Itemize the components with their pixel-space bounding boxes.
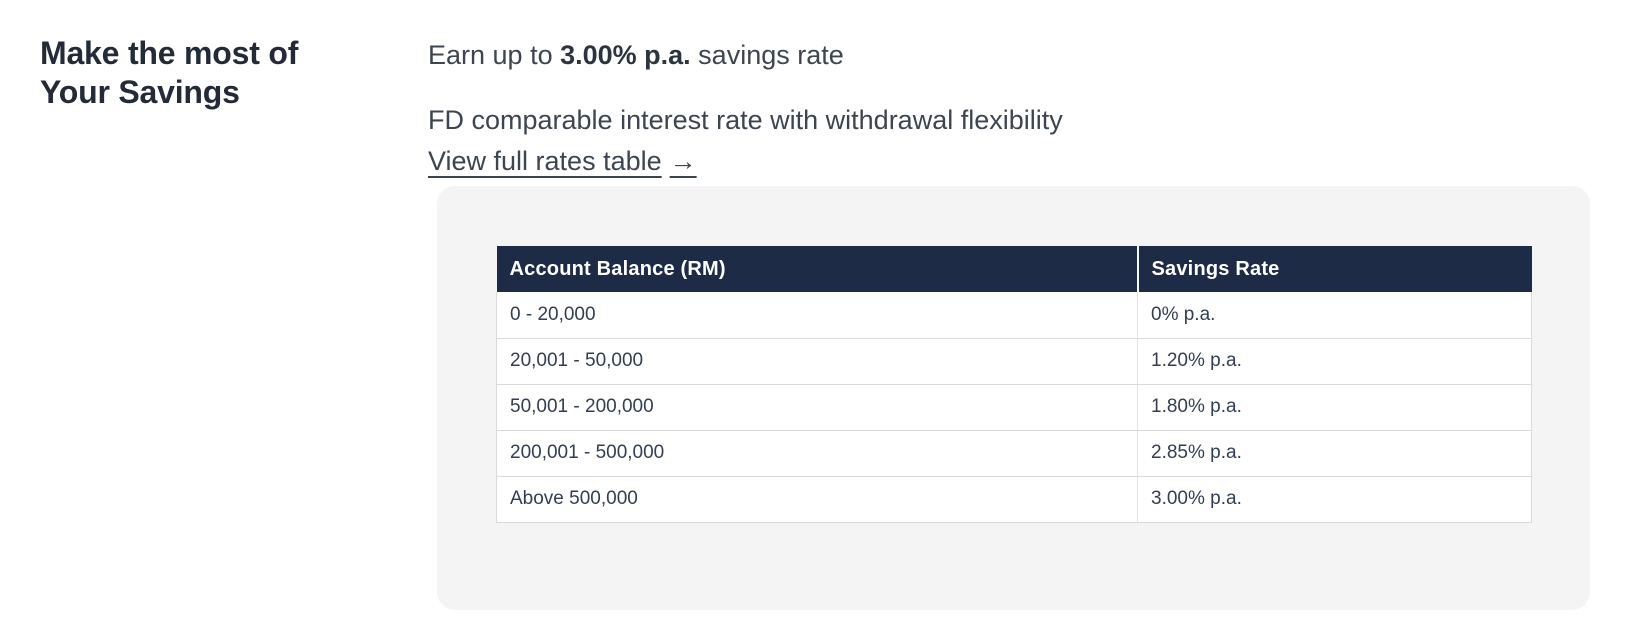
balance-cell: 200,001 - 500,000 [496,430,1138,477]
table-header-row: Account Balance (RM) Savings Rate [496,246,1532,292]
balance-cell: 20,001 - 50,000 [496,338,1138,385]
section-heading: Make the most of Your Savings [40,35,299,110]
rate-cell: 1.80% p.a. [1137,384,1532,431]
right-arrow-icon: → [669,146,697,176]
intro-suffix: savings rate [690,40,844,70]
intro-line: Earn up to 3.00% p.a. savings rate [428,40,844,71]
rate-cell: 0% p.a. [1137,292,1532,339]
intro-rate-highlight: 3.00% p.a. [560,40,691,70]
table-row: 20,001 - 50,000 1.20% p.a. [496,338,1532,385]
rates-panel: Account Balance (RM) Savings Rate 0 - 20… [437,186,1590,610]
table-row: 0 - 20,000 0% p.a. [496,292,1532,339]
rates-table-body: 0 - 20,000 0% p.a. 20,001 - 50,000 1.20% p.… [496,292,1532,523]
balance-cell: 0 - 20,000 [496,292,1138,339]
rate-cell: 3.00% p.a. [1137,476,1532,523]
table-row: 50,001 - 200,000 1.80% p.a. [496,384,1532,431]
subline: FD comparable interest rate with withdra… [428,105,1063,135]
balance-cell: 50,001 - 200,000 [496,384,1138,431]
table-row: Above 500,000 3.00% p.a. [496,476,1532,523]
link-label: View full rates table [428,146,662,176]
balance-cell: Above 500,000 [496,476,1138,523]
col-header-balance: Account Balance (RM) [496,246,1138,292]
intro-prefix: Earn up to [428,40,561,70]
table-row: 200,001 - 500,000 2.85% p.a. [496,430,1532,477]
view-full-rates-link[interactable]: View full rates table → [428,146,697,177]
col-header-rate: Savings Rate [1136,246,1532,292]
rate-cell: 1.20% p.a. [1137,338,1532,385]
rate-cell: 2.85% p.a. [1137,430,1532,477]
rates-table: Account Balance (RM) Savings Rate 0 - 20… [496,246,1532,523]
